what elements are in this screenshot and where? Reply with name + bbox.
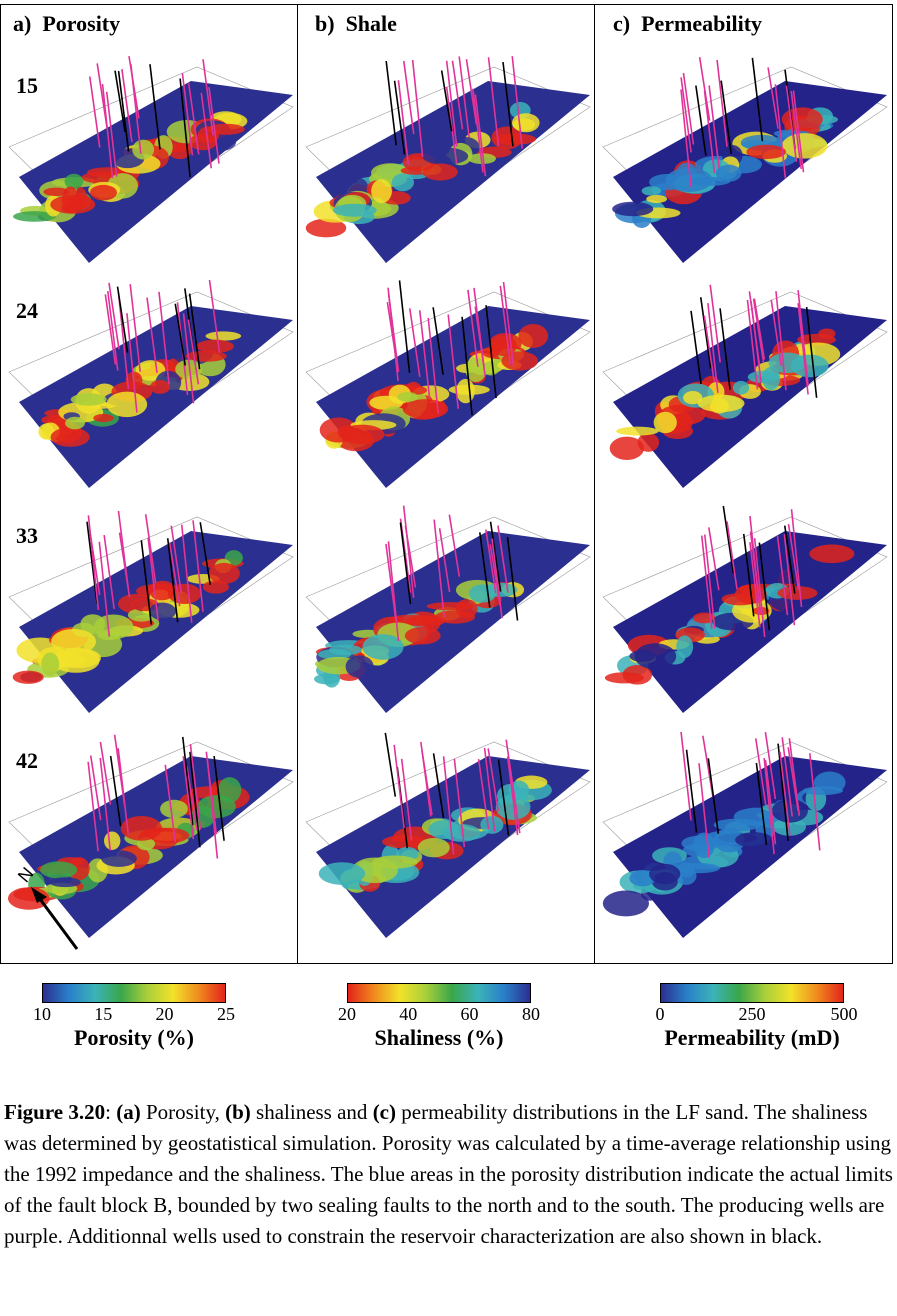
tick-label: 80 xyxy=(522,1004,540,1024)
shaliness-colorbar: 20 40 60 80 Shaliness (%) xyxy=(338,983,540,1051)
permeability-colorbar: 0 250 500 Permeability (mD) xyxy=(656,983,858,1051)
reservoir-plot xyxy=(602,56,888,263)
reservoir-plot xyxy=(305,505,591,713)
porosity-colorbar: 10 15 20 25 Porosity (%) xyxy=(33,983,235,1051)
reservoir-plot xyxy=(602,505,888,713)
tick-label: 10 xyxy=(33,1004,51,1024)
tick-label: 0 xyxy=(655,1004,665,1024)
reservoir-plot xyxy=(602,284,888,488)
tick-label: 25 xyxy=(217,1004,235,1024)
caption-a-label: (a) xyxy=(116,1100,141,1124)
layer-label-24: 24 xyxy=(16,298,38,323)
north-arrow-icon: N xyxy=(14,865,79,950)
permeability-colorbar-title: Permeability (mD) xyxy=(664,1025,840,1050)
shaliness-colorbar-title: Shaliness (%) xyxy=(374,1025,504,1050)
reservoir-plot xyxy=(8,55,294,263)
reservoir-plot xyxy=(305,280,591,488)
reservoir-plot xyxy=(305,56,591,263)
reservoir-plot xyxy=(602,731,888,938)
layer-label-15: 15 xyxy=(16,73,38,98)
layer-label-33: 33 xyxy=(16,523,38,548)
caption-b-text: shaliness and xyxy=(250,1100,373,1124)
caption-c-text: permeability distributions in the LF san… xyxy=(4,1100,893,1248)
column-divider xyxy=(297,5,298,963)
permeability-color-scale xyxy=(660,983,844,1003)
reservoir-plot xyxy=(7,734,294,938)
caption-sep: : xyxy=(105,1100,117,1124)
reservoir-plot xyxy=(305,732,591,938)
panel-a-title: a) Porosity xyxy=(13,11,121,36)
panel-c-title: c) Permeability xyxy=(613,11,763,36)
porosity-color-scale xyxy=(42,983,226,1003)
tick-label: 20 xyxy=(338,1004,356,1024)
tick-label: 500 xyxy=(830,1004,858,1024)
figure-frame: a) Porosity b) Shale c) Permeability 15 … xyxy=(0,4,893,964)
tick-label: 250 xyxy=(738,1004,766,1024)
porosity-colorbar-title: Porosity (%) xyxy=(74,1025,194,1050)
reservoir-plot xyxy=(8,279,294,488)
panel-b-title: b) Shale xyxy=(315,11,397,36)
shaliness-color-scale xyxy=(347,983,531,1003)
figure-caption: Figure 3.20: (a) Porosity, (b) shaliness… xyxy=(4,1097,894,1252)
caption-b-label: (b) xyxy=(225,1100,251,1124)
caption-a-text: Porosity, xyxy=(140,1100,226,1124)
tick-label: 20 xyxy=(155,1004,174,1024)
north-label: N xyxy=(14,865,38,886)
reservoir-plot xyxy=(8,510,294,713)
layer-label-42: 42 xyxy=(16,748,38,773)
caption-c-label: (c) xyxy=(372,1100,396,1124)
tick-label: 15 xyxy=(94,1004,113,1024)
column-divider xyxy=(594,5,595,963)
figure-label: Figure 3.20 xyxy=(4,1100,106,1124)
tick-label: 60 xyxy=(460,1004,479,1024)
tick-label: 40 xyxy=(399,1004,418,1024)
